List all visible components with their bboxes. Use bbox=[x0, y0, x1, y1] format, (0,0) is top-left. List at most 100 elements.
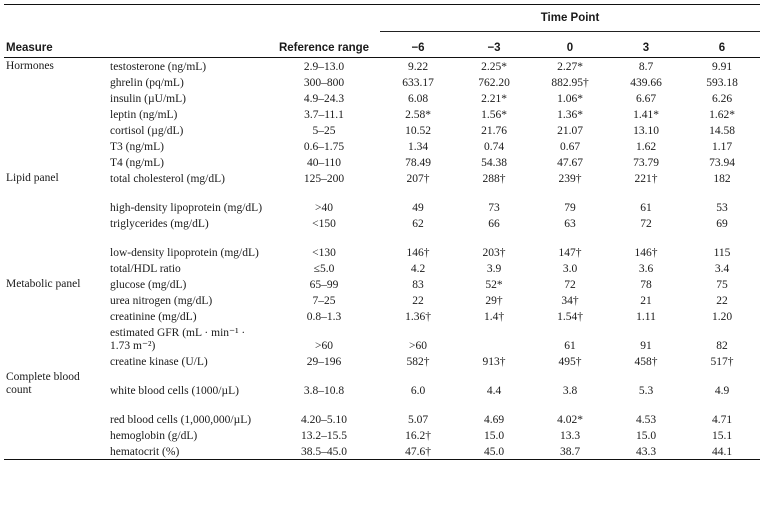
value-cell: 45.0 bbox=[483, 446, 505, 458]
value-cell: 63 bbox=[564, 218, 576, 230]
table-row: total/HDL ratio ≤5.0 4.2 3.9 3.0 3.6 3.4 bbox=[4, 260, 760, 276]
value-cell: 53 bbox=[716, 202, 728, 214]
group-label: Complete blood count bbox=[6, 371, 80, 396]
value-cell: 22 bbox=[412, 295, 424, 307]
value-cell: 9.22 bbox=[407, 61, 429, 73]
reference-range-header: Reference range bbox=[278, 42, 370, 54]
value-cell: 4.69 bbox=[483, 414, 505, 426]
table-row: insulin (µU/mL) 4.9–24.3 6.08 2.21* 1.06* 6.6… bbox=[4, 90, 760, 106]
measure-cell: estimated GFR (mL · min⁻¹ · 1.73 m⁻²) bbox=[110, 327, 246, 352]
value-cell: 1.62 bbox=[635, 141, 657, 153]
value-cell: 16.2† bbox=[405, 430, 431, 442]
value-cell: 66 bbox=[488, 218, 500, 230]
reference-range-cell: 38.5–45.0 bbox=[301, 446, 347, 458]
table-row: leptin (ng/mL) 3.7–11.1 2.58* 1.56* 1.36* 1.4… bbox=[4, 106, 760, 122]
measure-cell: cortisol (µg/dL) bbox=[110, 125, 184, 137]
reference-range-cell: 4.9–24.3 bbox=[303, 93, 345, 105]
value-cell: 52* bbox=[485, 279, 503, 291]
table-row: cortisol (µg/dL) 5–25 10.52 21.76 21.07 13.10… bbox=[4, 122, 760, 138]
value-cell: 6.67 bbox=[635, 93, 657, 105]
value-cell: 1.06* bbox=[557, 93, 583, 105]
reference-range-cell: 2.9–13.0 bbox=[303, 61, 345, 73]
value-cell: 15.1 bbox=[711, 430, 733, 442]
value-cell: 182 bbox=[713, 173, 731, 185]
measure-cell: urea nitrogen (mg/dL) bbox=[110, 295, 213, 307]
value-cell: 146† bbox=[406, 247, 430, 259]
measure-cell: hemoglobin (g/dL) bbox=[110, 430, 198, 442]
reference-range-cell: 29–196 bbox=[306, 356, 342, 368]
value-cell: 207† bbox=[406, 173, 430, 185]
measure-cell: insulin (µU/mL) bbox=[110, 93, 186, 105]
time-header: 0 bbox=[566, 42, 574, 54]
value-cell: 288† bbox=[482, 173, 506, 185]
value-cell: 73 bbox=[488, 202, 500, 214]
measure-cell: glucose (mg/dL) bbox=[110, 279, 187, 291]
value-cell: 1.36† bbox=[405, 311, 431, 323]
value-cell: 2.58* bbox=[405, 109, 431, 121]
table-row: hemoglobin (g/dL) 13.2–15.5 16.2† 15.0 13.3 1… bbox=[4, 427, 760, 443]
table-row: ghrelin (pq/mL) 300–800 633.17 762.20 882.95… bbox=[4, 74, 760, 90]
value-cell: 221† bbox=[634, 173, 658, 185]
value-cell: 82 bbox=[716, 340, 728, 352]
table-row: T4 (ng/mL) 40–110 78.49 54.38 47.67 73.79 73.9… bbox=[4, 154, 760, 170]
value-cell: 13.3 bbox=[559, 430, 581, 442]
measure-cell: T3 (ng/mL) bbox=[110, 141, 164, 153]
value-cell: 69 bbox=[716, 218, 728, 230]
value-cell: 3.6 bbox=[638, 263, 654, 275]
reference-range-cell: ≤5.0 bbox=[313, 263, 335, 275]
table-row: low-density lipoprotein (mg/dL) <130 146† 2… bbox=[4, 231, 760, 260]
table-row: high-density lipoprotein (mg/dL) >40 49 73 7… bbox=[4, 186, 760, 215]
measure-cell: total/HDL ratio bbox=[110, 263, 181, 275]
value-cell: 2.25* bbox=[481, 61, 507, 73]
value-cell: 1.56* bbox=[481, 109, 507, 121]
value-cell: 2.21* bbox=[481, 93, 507, 105]
value-cell: 1.54† bbox=[557, 311, 583, 323]
value-cell: 78.49 bbox=[405, 157, 431, 169]
value-cell: 1.62* bbox=[709, 109, 735, 121]
reference-range-cell: 7–25 bbox=[312, 295, 336, 307]
value-cell: 75 bbox=[716, 279, 728, 291]
value-cell: 6.26 bbox=[711, 93, 733, 105]
value-cell: 0.74 bbox=[483, 141, 505, 153]
value-cell: 4.53 bbox=[635, 414, 657, 426]
value-cell: 13.10 bbox=[633, 125, 659, 137]
lab-results-table: Time Point Measure Reference range −6 −3… bbox=[4, 4, 760, 460]
value-cell: 1.4† bbox=[483, 311, 505, 323]
reference-range-cell: 5–25 bbox=[312, 125, 336, 137]
group-label: Lipid panel bbox=[6, 172, 59, 184]
value-cell: 78 bbox=[640, 279, 652, 291]
reference-range-cell: 0.8–1.3 bbox=[306, 311, 342, 323]
value-cell: 239† bbox=[558, 173, 582, 185]
data-table-container: Time Point Measure Reference range −6 −3… bbox=[4, 4, 760, 460]
reference-range-cell: <150 bbox=[312, 218, 336, 230]
value-cell: 79 bbox=[564, 202, 576, 214]
reference-range-cell: 13.2–15.5 bbox=[301, 430, 347, 442]
value-cell: 147† bbox=[558, 247, 582, 259]
reference-range-cell: <130 bbox=[312, 247, 336, 259]
value-cell: 73.94 bbox=[709, 157, 735, 169]
reference-range-cell: 4.20–5.10 bbox=[301, 414, 347, 426]
group-label: Metabolic panel bbox=[6, 278, 81, 290]
value-cell: 43.3 bbox=[635, 446, 657, 458]
value-cell: 4.02* bbox=[557, 414, 583, 426]
value-cell: 73.79 bbox=[633, 157, 659, 169]
value-cell: 61 bbox=[564, 340, 576, 352]
value-cell: 3.0 bbox=[562, 263, 578, 275]
table-row: Complete blood count white blood cells (1… bbox=[4, 369, 760, 398]
value-cell: >60 bbox=[409, 340, 427, 352]
measure-cell: T4 (ng/mL) bbox=[110, 157, 164, 169]
measure-cell: total cholesterol (mg/dL) bbox=[110, 173, 225, 185]
value-cell: 44.1 bbox=[711, 446, 733, 458]
value-cell: 3.4 bbox=[714, 263, 730, 275]
time-header: 3 bbox=[642, 42, 650, 54]
reference-range-cell: 300–800 bbox=[303, 77, 345, 89]
value-cell: 439.66 bbox=[630, 77, 662, 89]
table-row: red blood cells (1,000,000/µL) 4.20–5.10 5… bbox=[4, 398, 760, 427]
value-cell: 0.67 bbox=[559, 141, 581, 153]
value-cell: 1.36* bbox=[557, 109, 583, 121]
value-cell: 1.34 bbox=[407, 141, 429, 153]
value-cell: 61 bbox=[640, 202, 652, 214]
value-cell: 47.6† bbox=[405, 446, 431, 458]
value-cell: 22 bbox=[716, 295, 728, 307]
value-cell: 4.2 bbox=[410, 263, 426, 275]
